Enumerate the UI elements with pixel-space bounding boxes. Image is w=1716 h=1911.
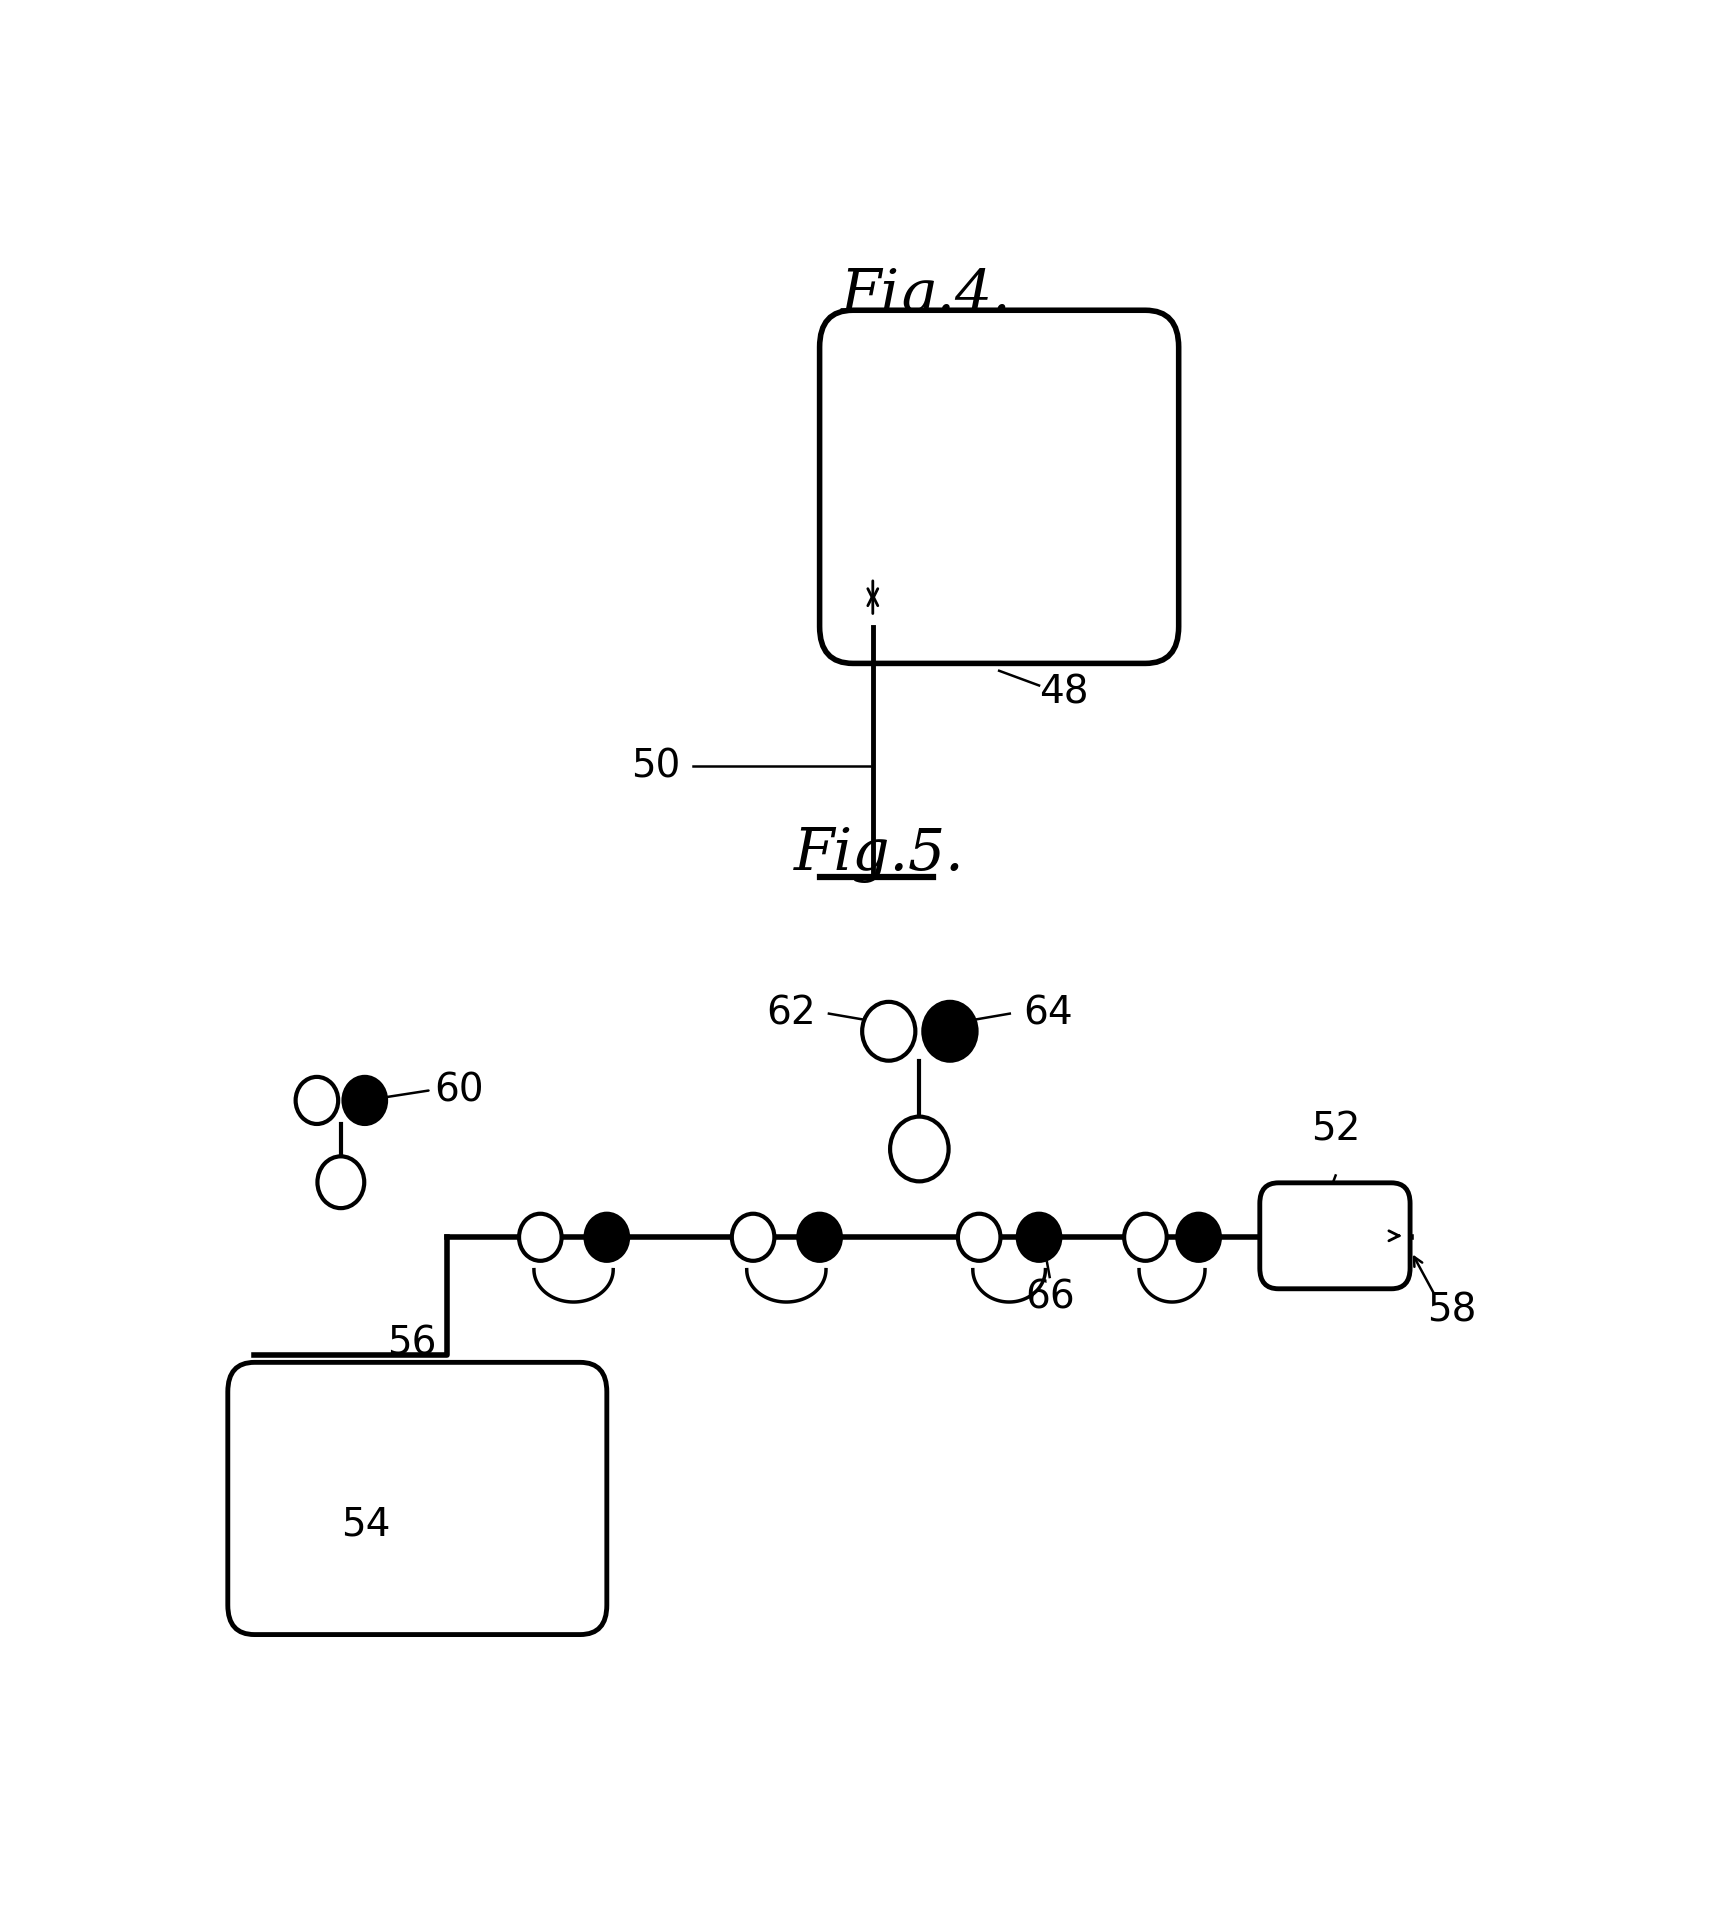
Circle shape	[958, 1213, 1000, 1261]
Text: 62: 62	[765, 994, 815, 1032]
FancyBboxPatch shape	[1260, 1183, 1411, 1288]
Circle shape	[518, 1213, 561, 1261]
Circle shape	[891, 1116, 949, 1181]
Text: 64: 64	[1023, 994, 1072, 1032]
Text: 58: 58	[1426, 1292, 1476, 1330]
Circle shape	[343, 1078, 386, 1124]
Circle shape	[585, 1213, 628, 1261]
Circle shape	[1124, 1213, 1167, 1261]
Circle shape	[295, 1078, 338, 1124]
Text: 50: 50	[630, 747, 680, 785]
Text: 66: 66	[1024, 1278, 1074, 1317]
Text: 48: 48	[1040, 675, 1088, 711]
Circle shape	[1177, 1213, 1220, 1261]
Circle shape	[1018, 1213, 1060, 1261]
Text: 54: 54	[341, 1506, 390, 1544]
FancyBboxPatch shape	[228, 1363, 607, 1634]
Circle shape	[861, 1001, 915, 1061]
Text: Fig.4.: Fig.4.	[841, 268, 1011, 323]
Circle shape	[317, 1156, 364, 1208]
Text: 56: 56	[388, 1324, 438, 1363]
Circle shape	[923, 1001, 976, 1061]
Text: 52: 52	[1311, 1110, 1361, 1149]
Text: 60: 60	[434, 1072, 484, 1108]
Circle shape	[731, 1213, 774, 1261]
Circle shape	[798, 1213, 841, 1261]
FancyBboxPatch shape	[820, 310, 1179, 663]
Text: Fig.5.: Fig.5.	[795, 826, 964, 883]
